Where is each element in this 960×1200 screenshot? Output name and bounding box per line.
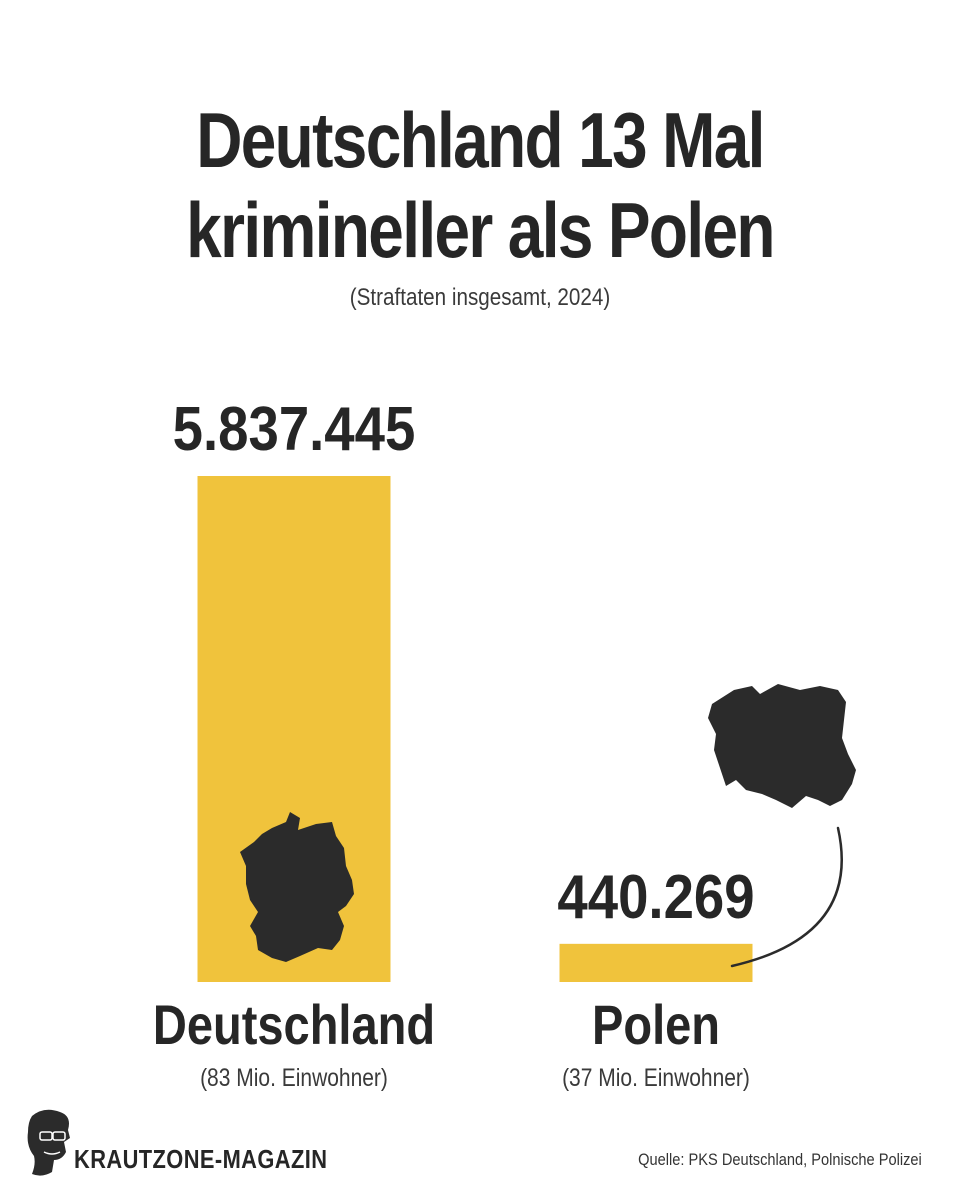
category-note-polen: (37 Mio. Einwohner)	[562, 1063, 750, 1091]
chart-subtitle: (Straftaten insgesamt, 2024)	[349, 284, 611, 311]
category-note-deutschland: (83 Mio. Einwohner)	[200, 1063, 388, 1091]
value-label-deutschland: 5.837.445	[173, 395, 416, 464]
connector-arrow	[730, 826, 843, 968]
title-line-1: Deutschland 13 Mal	[196, 96, 765, 184]
germany-map-icon	[240, 812, 354, 962]
title-line-2: krimineller als Polen	[186, 186, 775, 274]
category-label-polen: Polen	[592, 993, 720, 1056]
value-label-polen: 440.269	[557, 863, 754, 932]
krautzone-logo-icon	[22, 1108, 92, 1183]
bar-polen	[559, 943, 753, 982]
poland-map-icon	[708, 684, 856, 808]
brand-name: KRAUTZONE-MAGAZIN	[74, 1144, 328, 1174]
category-label-deutschland: Deutschland	[153, 993, 435, 1056]
page-title: Deutschland 13 Mal krimineller als Polen	[86, 95, 873, 275]
source-note: Quelle: PKS Deutschland, Polnische Poliz…	[638, 1150, 922, 1169]
